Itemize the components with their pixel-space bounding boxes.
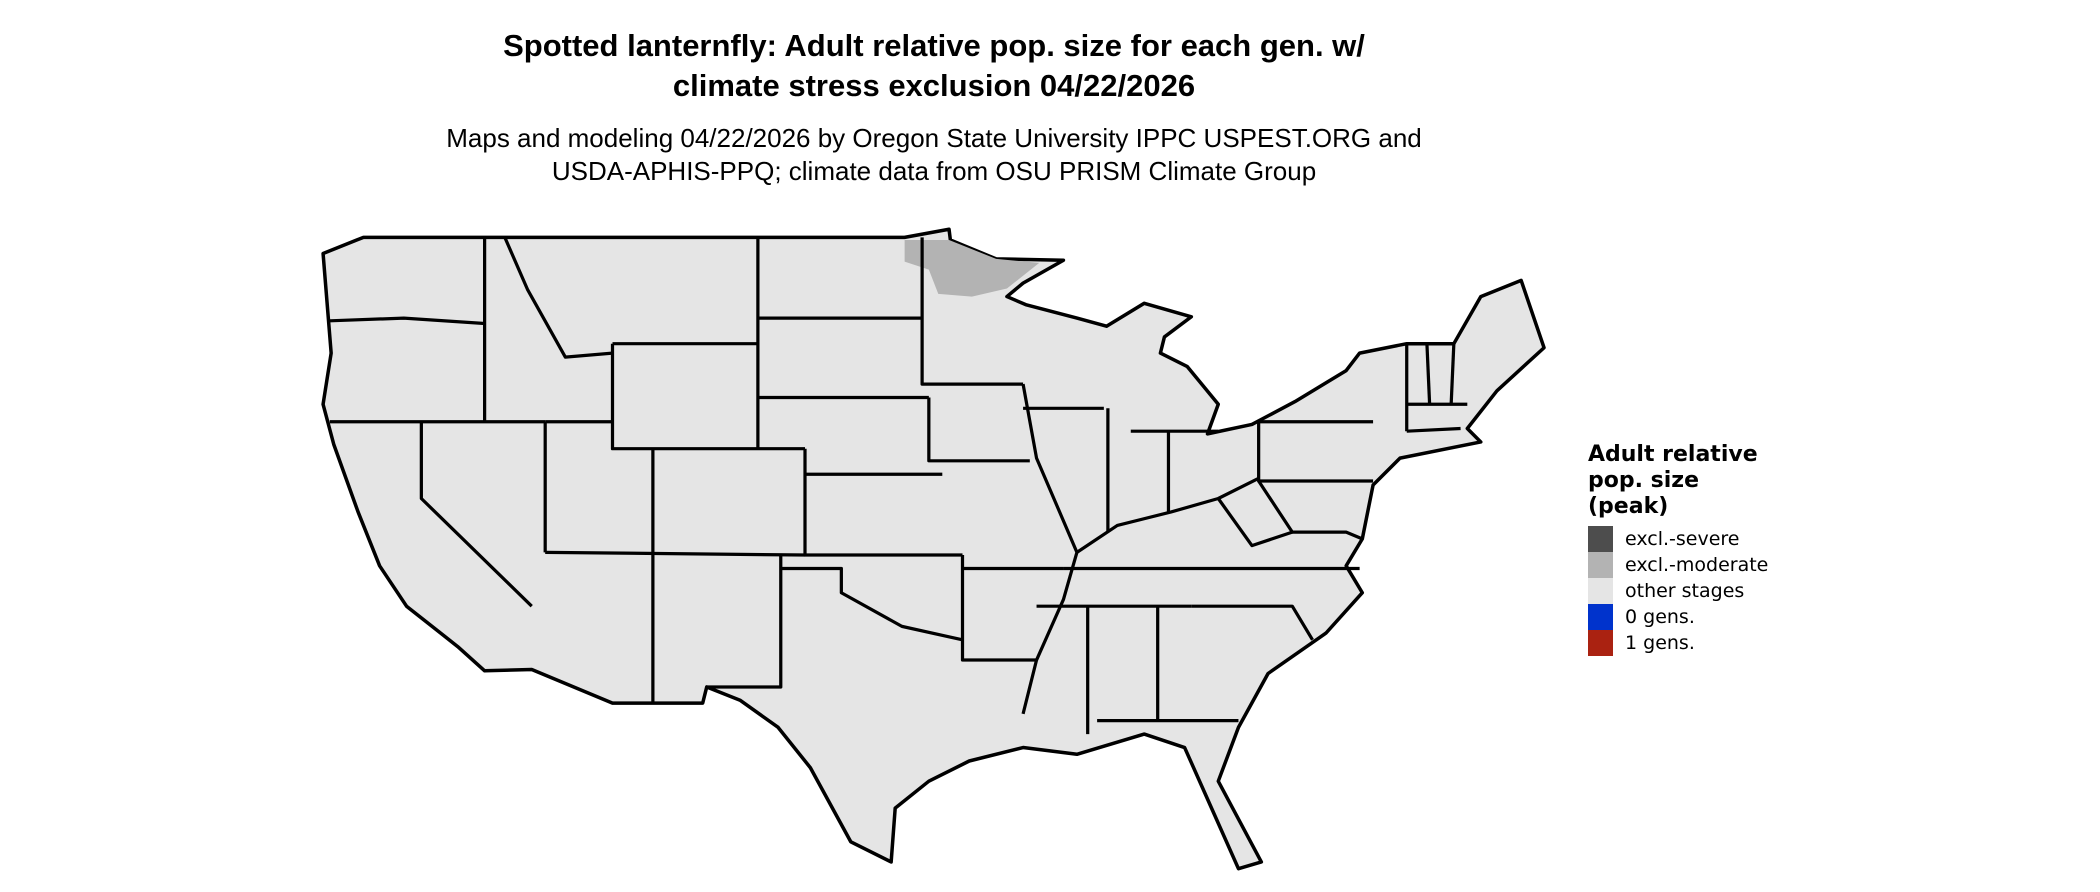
legend-item: 0 gens. [1588,604,1768,630]
legend-label: 1 gens. [1625,632,1695,654]
legend-title-line: Adult relative [1588,442,1758,467]
legend-title: Adult relative pop. size (peak) [1588,442,1768,520]
state-border [960,555,1037,662]
state-border [780,566,963,642]
state-border [610,343,806,451]
legend-item: other stages [1588,578,1768,604]
legend-swatch [1588,552,1613,578]
legend-title-line: pop. size [1588,468,1699,493]
excl-moderate-area-minnesota [904,240,1040,297]
legend-swatch [1588,630,1613,656]
title-line-1: Spotted lanternfly: Adult relative pop. … [503,28,1365,63]
legend-item: excl.-moderate [1588,552,1768,578]
state-border [1076,476,1260,554]
subtitle-line-2: USDA-APHIS-PPQ; climate data from OSU PR… [551,156,1317,186]
legend-swatch [1588,604,1613,630]
legend-item: excl.-severe [1588,526,1768,552]
state-border [419,421,533,608]
state-border [503,236,613,359]
legend-label: other stages [1625,580,1745,602]
state-border [1449,343,1456,405]
state-border [803,448,963,557]
state-border [1406,426,1461,433]
state-border [927,397,1030,463]
state-border [1425,343,1432,405]
state-border [920,237,1024,386]
us-outline [321,227,1546,871]
state-border [1257,480,1363,541]
legend-swatch [1588,578,1613,604]
legend-label: 0 gens. [1625,606,1695,628]
legend-swatch [1588,526,1613,552]
legend-label: excl.-moderate [1625,554,1769,576]
title-line-2: climate stress exclusion 04/22/2026 [672,68,1196,103]
state-border [1021,383,1079,715]
state-border [329,316,485,326]
subtitle-line-1: Maps and modeling 04/22/2026 by Oregon S… [446,123,1422,153]
legend: Adult relative pop. size (peak) excl.-se… [1588,442,1768,656]
state-border [1191,604,1314,641]
legend-item: 1 gens. [1588,630,1768,656]
state-border [1216,497,1293,548]
state-border [545,550,806,557]
state-border [706,555,783,689]
legend-title-line: (peak) [1588,494,1669,519]
legend-label: excl.-severe [1625,528,1740,550]
